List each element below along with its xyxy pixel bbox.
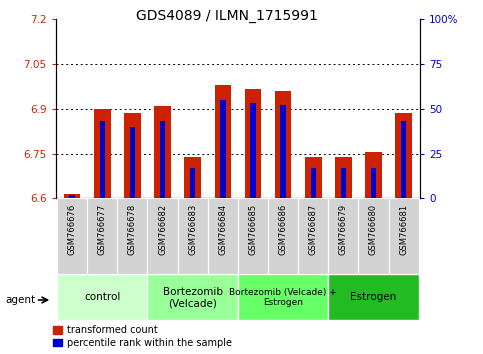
- Bar: [311, 168, 316, 198]
- FancyBboxPatch shape: [147, 198, 178, 274]
- Bar: [94, 109, 111, 198]
- FancyBboxPatch shape: [147, 274, 238, 320]
- Bar: [124, 113, 141, 198]
- Bar: [214, 85, 231, 198]
- Text: Bortezomib (Velcade) +
Estrogen: Bortezomib (Velcade) + Estrogen: [229, 288, 337, 307]
- Bar: [245, 90, 261, 198]
- Text: GSM766687: GSM766687: [309, 204, 318, 255]
- Bar: [185, 156, 201, 198]
- Bar: [129, 127, 135, 198]
- FancyBboxPatch shape: [358, 198, 388, 274]
- Text: GSM766682: GSM766682: [158, 204, 167, 255]
- Bar: [160, 121, 165, 198]
- Text: GSM766681: GSM766681: [399, 204, 408, 255]
- Bar: [341, 168, 346, 198]
- FancyBboxPatch shape: [388, 198, 419, 274]
- FancyBboxPatch shape: [268, 198, 298, 274]
- FancyBboxPatch shape: [298, 198, 328, 274]
- Bar: [220, 100, 226, 198]
- FancyBboxPatch shape: [87, 198, 117, 274]
- Bar: [64, 194, 80, 198]
- Bar: [365, 152, 382, 198]
- Text: control: control: [84, 292, 120, 302]
- FancyBboxPatch shape: [117, 198, 147, 274]
- FancyBboxPatch shape: [178, 198, 208, 274]
- Bar: [280, 105, 286, 198]
- Bar: [401, 121, 406, 198]
- FancyBboxPatch shape: [328, 198, 358, 274]
- Legend: transformed count, percentile rank within the sample: transformed count, percentile rank withi…: [53, 325, 232, 348]
- Text: agent: agent: [6, 295, 36, 305]
- FancyBboxPatch shape: [57, 198, 87, 274]
- FancyBboxPatch shape: [57, 274, 147, 320]
- Bar: [305, 156, 322, 198]
- Text: GSM766686: GSM766686: [279, 204, 287, 255]
- Bar: [371, 168, 376, 198]
- Text: GSM766684: GSM766684: [218, 204, 227, 255]
- Text: GSM766679: GSM766679: [339, 204, 348, 255]
- Text: GSM766680: GSM766680: [369, 204, 378, 255]
- Text: GDS4089 / ILMN_1715991: GDS4089 / ILMN_1715991: [136, 9, 318, 23]
- Bar: [275, 91, 291, 198]
- Text: GSM766683: GSM766683: [188, 204, 197, 255]
- Text: GSM766676: GSM766676: [68, 204, 77, 255]
- FancyBboxPatch shape: [208, 198, 238, 274]
- FancyBboxPatch shape: [238, 274, 328, 320]
- Text: Bortezomib
(Velcade): Bortezomib (Velcade): [163, 286, 223, 308]
- Bar: [190, 168, 196, 198]
- FancyBboxPatch shape: [238, 198, 268, 274]
- Text: GSM766677: GSM766677: [98, 204, 107, 255]
- Text: GSM766678: GSM766678: [128, 204, 137, 255]
- Text: GSM766685: GSM766685: [248, 204, 257, 255]
- Bar: [154, 106, 171, 198]
- Bar: [99, 121, 105, 198]
- Bar: [335, 156, 352, 198]
- Bar: [70, 195, 75, 198]
- Text: Estrogen: Estrogen: [350, 292, 397, 302]
- Bar: [250, 103, 256, 198]
- Bar: [396, 113, 412, 198]
- FancyBboxPatch shape: [328, 274, 419, 320]
